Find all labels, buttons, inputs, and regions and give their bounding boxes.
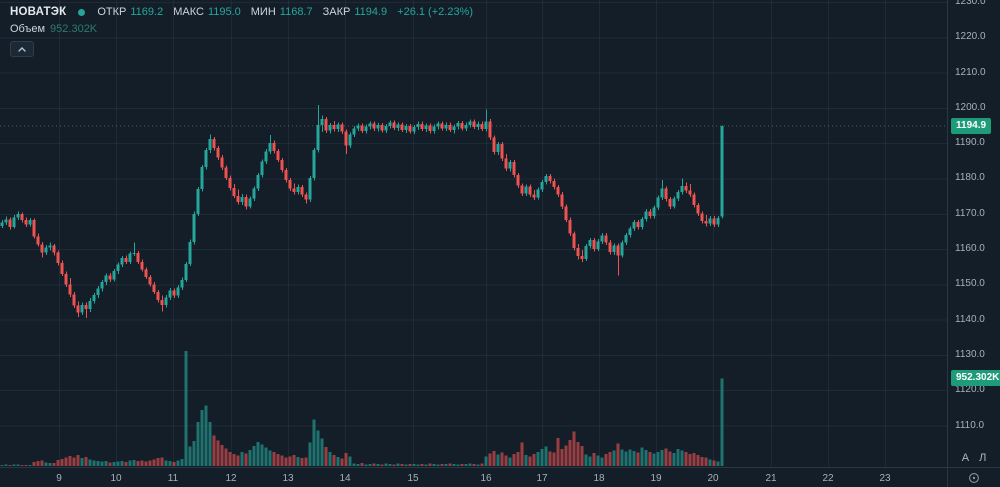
price-tick-label: 1200.0 <box>955 101 986 113</box>
time-tick-label: 19 <box>650 473 662 484</box>
volume-indicator-value: 952.302K <box>50 23 98 35</box>
time-tick-label: 15 <box>407 473 419 484</box>
price-tick-label: 1230.0 <box>955 0 986 7</box>
market-status-icon <box>78 8 86 16</box>
time-tick-label: 11 <box>167 473 179 484</box>
legend: НОВАТЭК ОТКР 1169.2 МАКС 1195.0 МИН 1168… <box>10 5 473 57</box>
time-tick-label: 21 <box>765 473 777 484</box>
close-label: ЗАКР <box>322 6 351 18</box>
price-tick-label: 1180.0 <box>955 172 985 184</box>
collapse-legend-button[interactable] <box>10 41 34 57</box>
chart-canvas[interactable] <box>0 0 947 467</box>
price-tick-label: 1140.0 <box>955 313 985 325</box>
price-tick-label: 1150.0 <box>955 278 985 290</box>
auto-scale-toggle[interactable]: А <box>961 452 970 464</box>
price-tick-label: 1220.0 <box>955 31 986 43</box>
time-tick-label: 16 <box>480 473 492 484</box>
scale-toggles: А Л <box>948 452 1000 464</box>
high-value: 1195.0 <box>207 6 241 18</box>
time-tick-label: 23 <box>879 473 891 484</box>
close-value: 1194.9 <box>354 6 388 18</box>
volume-badge: 952.302K <box>951 370 1000 387</box>
open-value: 1169.2 <box>130 6 164 18</box>
axis-corner <box>947 467 1000 487</box>
ohlc-row: НОВАТЭК ОТКР 1169.2 МАКС 1195.0 МИН 1168… <box>10 5 473 19</box>
price-tick-label: 1130.0 <box>955 348 985 360</box>
time-tick-label: 10 <box>110 473 122 484</box>
price-tick-label: 1210.0 <box>955 66 986 78</box>
volume-group <box>0 351 724 466</box>
symbol-name[interactable]: НОВАТЭК <box>10 6 67 18</box>
chevron-up-icon <box>18 46 26 52</box>
time-tick-label: 20 <box>707 473 719 484</box>
volume-row: Объем 952.302K <box>10 22 473 36</box>
price-axis[interactable]: 1194.9 952.302K А Л 1230.0 1220.0 1210.0 12… <box>947 0 1000 467</box>
change-value: +26.1 (+2.23%) <box>397 6 474 18</box>
time-tick-label: 18 <box>593 473 605 484</box>
time-tick-label: 13 <box>282 473 294 484</box>
grid <box>0 0 947 467</box>
time-tick-label: 22 <box>822 473 834 484</box>
last-price-badge: 1194.9 <box>951 117 992 134</box>
low-value: 1168.7 <box>279 6 313 18</box>
high-label: МАКС <box>173 6 204 18</box>
candles-group <box>0 105 724 318</box>
time-tick-label: 14 <box>339 473 351 484</box>
open-label: ОТКР <box>97 6 127 18</box>
time-tick-label: 9 <box>56 473 62 484</box>
low-label: МИН <box>250 6 276 18</box>
log-scale-toggle[interactable]: Л <box>979 452 987 464</box>
price-tick-label: 1160.0 <box>955 243 985 255</box>
volume-indicator-label[interactable]: Объем <box>10 23 46 35</box>
time-tick-label: 12 <box>225 473 237 484</box>
price-tick-label: 1190.0 <box>955 137 985 149</box>
time-tick-label: 17 <box>536 473 548 484</box>
scales-settings-icon[interactable] <box>968 472 980 484</box>
price-tick-label: 1170.0 <box>955 207 985 219</box>
price-tick-label: 1120.0 <box>955 384 985 396</box>
price-tick-label: 1110.0 <box>955 419 985 431</box>
time-axis[interactable]: 9 10 11 12 13 14 15 16 17 18 19 20 21 22 23 <box>0 467 947 487</box>
